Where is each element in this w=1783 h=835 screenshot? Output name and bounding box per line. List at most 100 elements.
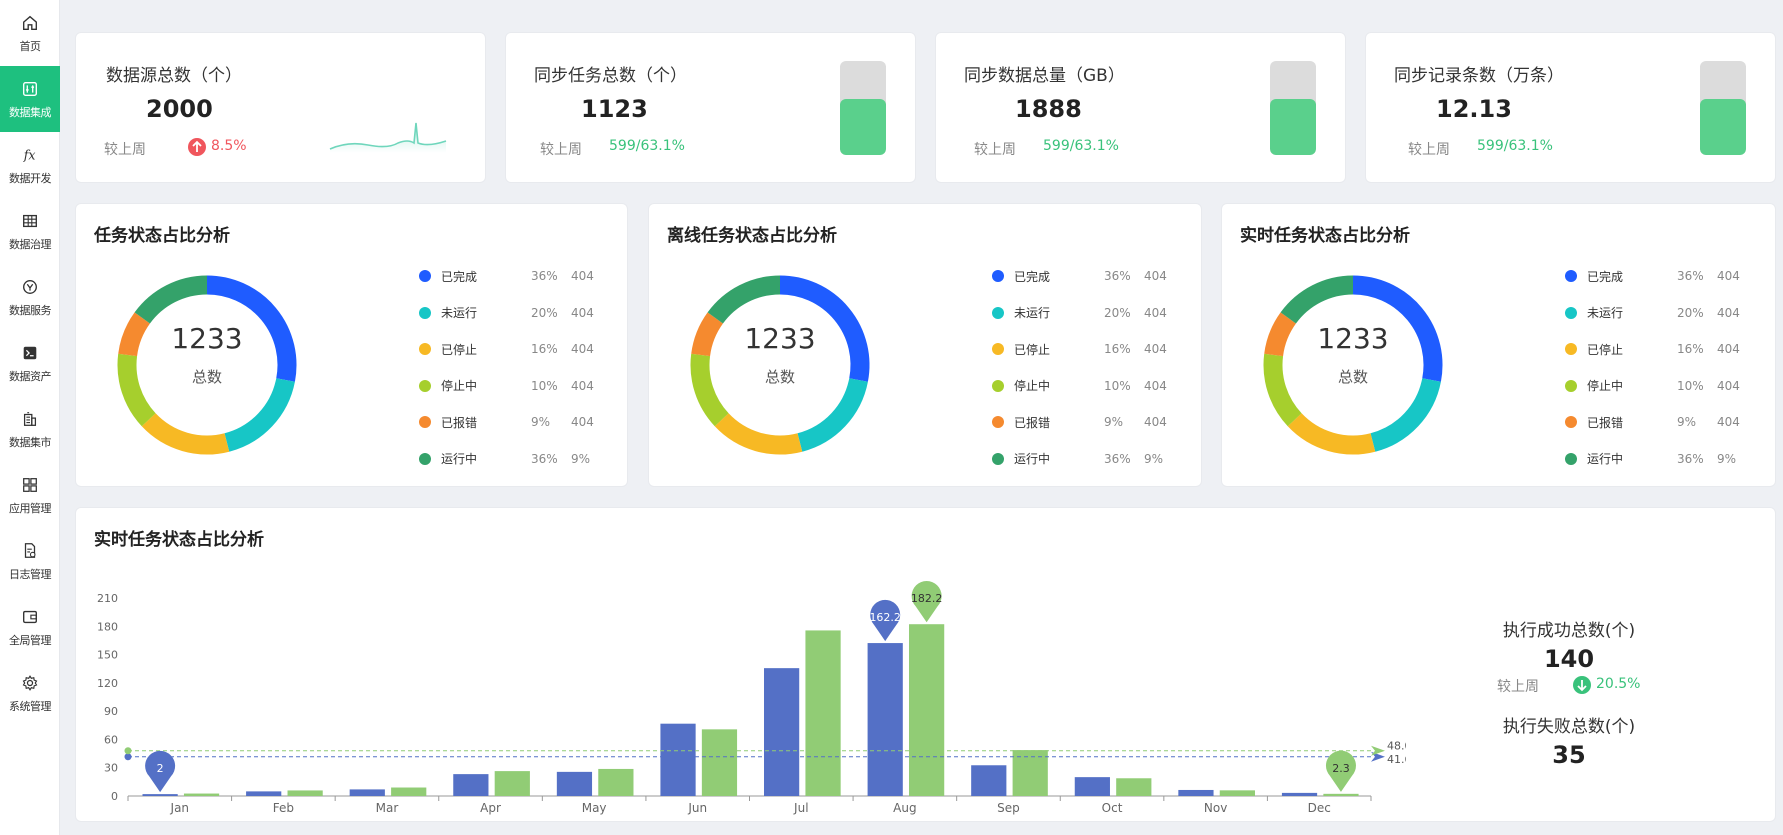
bar[interactable]	[598, 768, 634, 796]
sidebar-item-assets[interactable]: 数据资产	[0, 330, 60, 396]
marker-label: 2.3	[1332, 762, 1350, 775]
legend-item[interactable]: 已完成 36% 404	[1565, 267, 1740, 285]
legend-percent: 16%	[1104, 342, 1131, 356]
donut-segment[interactable]	[1370, 377, 1441, 452]
legend-item[interactable]: 运行中 36% 9%	[992, 450, 1163, 468]
legend-item[interactable]: 停止中 10% 404	[992, 377, 1167, 395]
legend-percent: 36%	[531, 269, 558, 283]
legend-item[interactable]: 已停止 16% 404	[992, 340, 1167, 358]
donut-segment[interactable]	[779, 275, 870, 382]
x-tick-label: Feb	[273, 801, 294, 815]
legend-percent: 9%	[531, 415, 551, 429]
bar[interactable]	[867, 643, 903, 796]
legend-count: 404	[1144, 305, 1167, 320]
legend-item[interactable]: 未运行 20% 404	[419, 304, 594, 322]
bar[interactable]	[805, 630, 841, 796]
bar[interactable]	[701, 729, 738, 796]
legend-item[interactable]: 已报错 9% 404	[1565, 413, 1740, 431]
donut-segment[interactable]	[707, 275, 781, 324]
donut-segment[interactable]	[714, 413, 803, 455]
bar[interactable]	[1116, 778, 1152, 796]
legend-percent: 20%	[531, 305, 558, 320]
compare-label: 较上周	[974, 142, 1016, 158]
bar[interactable]	[349, 789, 385, 796]
x-tick-label: Jun	[687, 801, 707, 815]
bar[interactable]	[764, 668, 800, 796]
x-tick-label: May	[582, 801, 607, 815]
bar[interactable]	[971, 765, 1007, 796]
sidebar-item-mart[interactable]: 数据集市	[0, 396, 60, 462]
bar[interactable]	[453, 774, 489, 796]
legend-name: 已完成	[441, 269, 478, 284]
donut-segment[interactable]	[118, 312, 151, 357]
y-tick-label: 120	[97, 677, 118, 690]
donut-segment[interactable]	[224, 377, 295, 452]
donut-segment[interactable]	[1352, 275, 1443, 382]
legend-item[interactable]: 已报错 9% 404	[992, 413, 1167, 431]
bar[interactable]	[909, 624, 945, 796]
bar[interactable]	[287, 790, 323, 796]
donut-segment[interactable]	[797, 377, 868, 452]
bar[interactable]	[391, 787, 427, 796]
donut-segment[interactable]	[141, 413, 230, 455]
donut-segment[interactable]	[1280, 275, 1354, 324]
marker-pin[interactable]	[870, 599, 901, 642]
sidebar-item-data-integration[interactable]: 数据集成	[0, 66, 60, 132]
bar[interactable]	[142, 794, 178, 796]
legend-item[interactable]: 已完成 36% 404	[992, 267, 1167, 285]
donut-segment[interactable]	[117, 353, 156, 427]
donut-segment[interactable]	[1263, 353, 1302, 427]
panel-title: 实时任务状态占比分析	[1240, 226, 1410, 246]
bar[interactable]	[1074, 777, 1110, 796]
bar[interactable]	[1012, 750, 1048, 796]
sidebar-item-global[interactable]: 全局管理	[0, 594, 60, 660]
donut-segment[interactable]	[134, 275, 208, 324]
legend-item[interactable]: 停止中 10% 404	[419, 377, 594, 395]
marker-pin[interactable]	[911, 581, 942, 623]
sidebar-item-label: 首页	[19, 40, 42, 53]
legend-name: 运行中	[1587, 452, 1624, 466]
panel-task-status: 任务状态占比分析 1233 总数 已完成 36% 404 未运行 20% 404 已停止 16% 40…	[75, 203, 628, 487]
bar[interactable]	[1281, 792, 1318, 796]
legend-count: 404	[1717, 342, 1740, 356]
legend-item[interactable]: 运行中 36% 9%	[1565, 450, 1736, 468]
bar[interactable]	[1178, 789, 1214, 796]
grid-table-icon	[19, 210, 41, 232]
sidebar-item-system[interactable]: 系统管理	[0, 660, 60, 726]
donut-segment[interactable]	[1264, 312, 1297, 357]
sidebar-item-data-dev[interactable]: fx 数据开发	[0, 132, 60, 198]
legend-percent: 20%	[1677, 305, 1704, 320]
sidebar-item-home[interactable]: 首页	[0, 0, 60, 66]
donut-segment[interactable]	[206, 275, 297, 382]
sidebar-item-service[interactable]: 数据服务	[0, 264, 60, 330]
donut-segment[interactable]	[1287, 413, 1376, 455]
kpi-fail-title: 执行失败总数(个)	[1502, 717, 1636, 737]
progress-gauge	[1270, 61, 1316, 155]
marker-pin[interactable]	[145, 750, 176, 793]
terminal-icon	[19, 342, 41, 364]
legend-item[interactable]: 运行中 36% 9%	[419, 450, 590, 468]
legend-item[interactable]: 停止中 10% 404	[1565, 377, 1740, 395]
bar[interactable]	[183, 793, 220, 796]
sidebar-item-logs[interactable]: 日志管理	[0, 528, 60, 594]
legend-item[interactable]: 未运行 20% 404	[992, 304, 1167, 322]
bar[interactable]	[246, 791, 282, 796]
kpi-success-value: 140	[1543, 645, 1595, 673]
bar[interactable]	[1219, 790, 1255, 796]
bar[interactable]	[556, 771, 593, 796]
legend-item[interactable]: 已报错 9% 404	[419, 413, 594, 431]
sidebar-item-apps[interactable]: 应用管理	[0, 462, 60, 528]
legend-item[interactable]: 已完成 36% 404	[419, 267, 594, 285]
donut-segment[interactable]	[691, 312, 724, 357]
bar[interactable]	[660, 723, 696, 796]
legend-item[interactable]: 未运行 20% 404	[1565, 304, 1740, 322]
donut-segment[interactable]	[690, 353, 729, 427]
panel-offline-task-status: 离线任务状态占比分析 1233 总数 已完成 36% 404 未运行 20% 404 已停止 16%…	[648, 203, 1202, 487]
legend-item[interactable]: 已停止 16% 404	[1565, 340, 1740, 358]
sidebar-item-governance[interactable]: 数据治理	[0, 198, 60, 264]
marker-pin[interactable]	[1325, 750, 1356, 792]
bar[interactable]	[1323, 793, 1359, 796]
marker-label: 162.2	[869, 611, 901, 624]
legend-item[interactable]: 已停止 16% 404	[419, 340, 594, 358]
bar[interactable]	[494, 771, 530, 796]
